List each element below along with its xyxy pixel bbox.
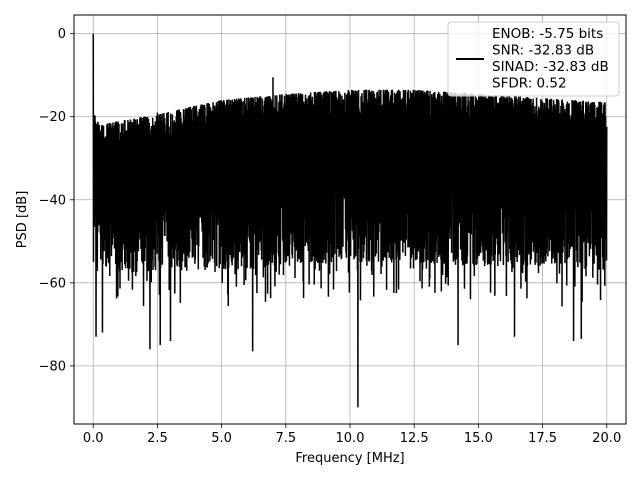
legend-entry-line: SFDR: 0.52	[492, 76, 567, 92]
x-tick-label: 12.5	[400, 431, 429, 446]
x-tick-label: 15.0	[464, 431, 493, 446]
legend: ENOB: -5.75 bits SNR: -32.83 dB SINAD: -…	[447, 21, 620, 97]
y-tick-label: −40	[39, 193, 66, 208]
psd-series	[92, 33, 608, 408]
x-tick-label: 2.5	[147, 431, 168, 446]
y-tick-label: −60	[39, 276, 66, 291]
y-tick-label: −20	[39, 110, 66, 125]
x-tick-label: 0.0	[83, 431, 104, 446]
legend-entry-line: SNR: -32.83 dB	[492, 43, 594, 59]
y-axis-label: PSD [dB]	[15, 191, 30, 249]
x-axis: 0.0 2.5 5.0 7.5 10.0 12.5 15.0 17.5 20.0	[83, 424, 621, 446]
y-tick-label: 0	[58, 27, 66, 42]
psd-line	[92, 33, 608, 408]
y-axis: 0 −20 −40 −60 −80	[39, 27, 74, 374]
legend-entry-line: SINAD: -32.83 dB	[492, 59, 609, 75]
x-tick-label: 5.0	[211, 431, 232, 446]
legend-entry-line: ENOB: -5.75 bits	[492, 26, 603, 42]
x-tick-label: 20.0	[592, 431, 621, 446]
y-tick-label: −80	[39, 359, 66, 374]
x-tick-label: 7.5	[275, 431, 296, 446]
x-tick-label: 17.5	[528, 431, 557, 446]
legend-box	[447, 21, 620, 97]
x-tick-label: 10.0	[336, 431, 365, 446]
x-axis-label: Frequency [MHz]	[295, 451, 404, 466]
